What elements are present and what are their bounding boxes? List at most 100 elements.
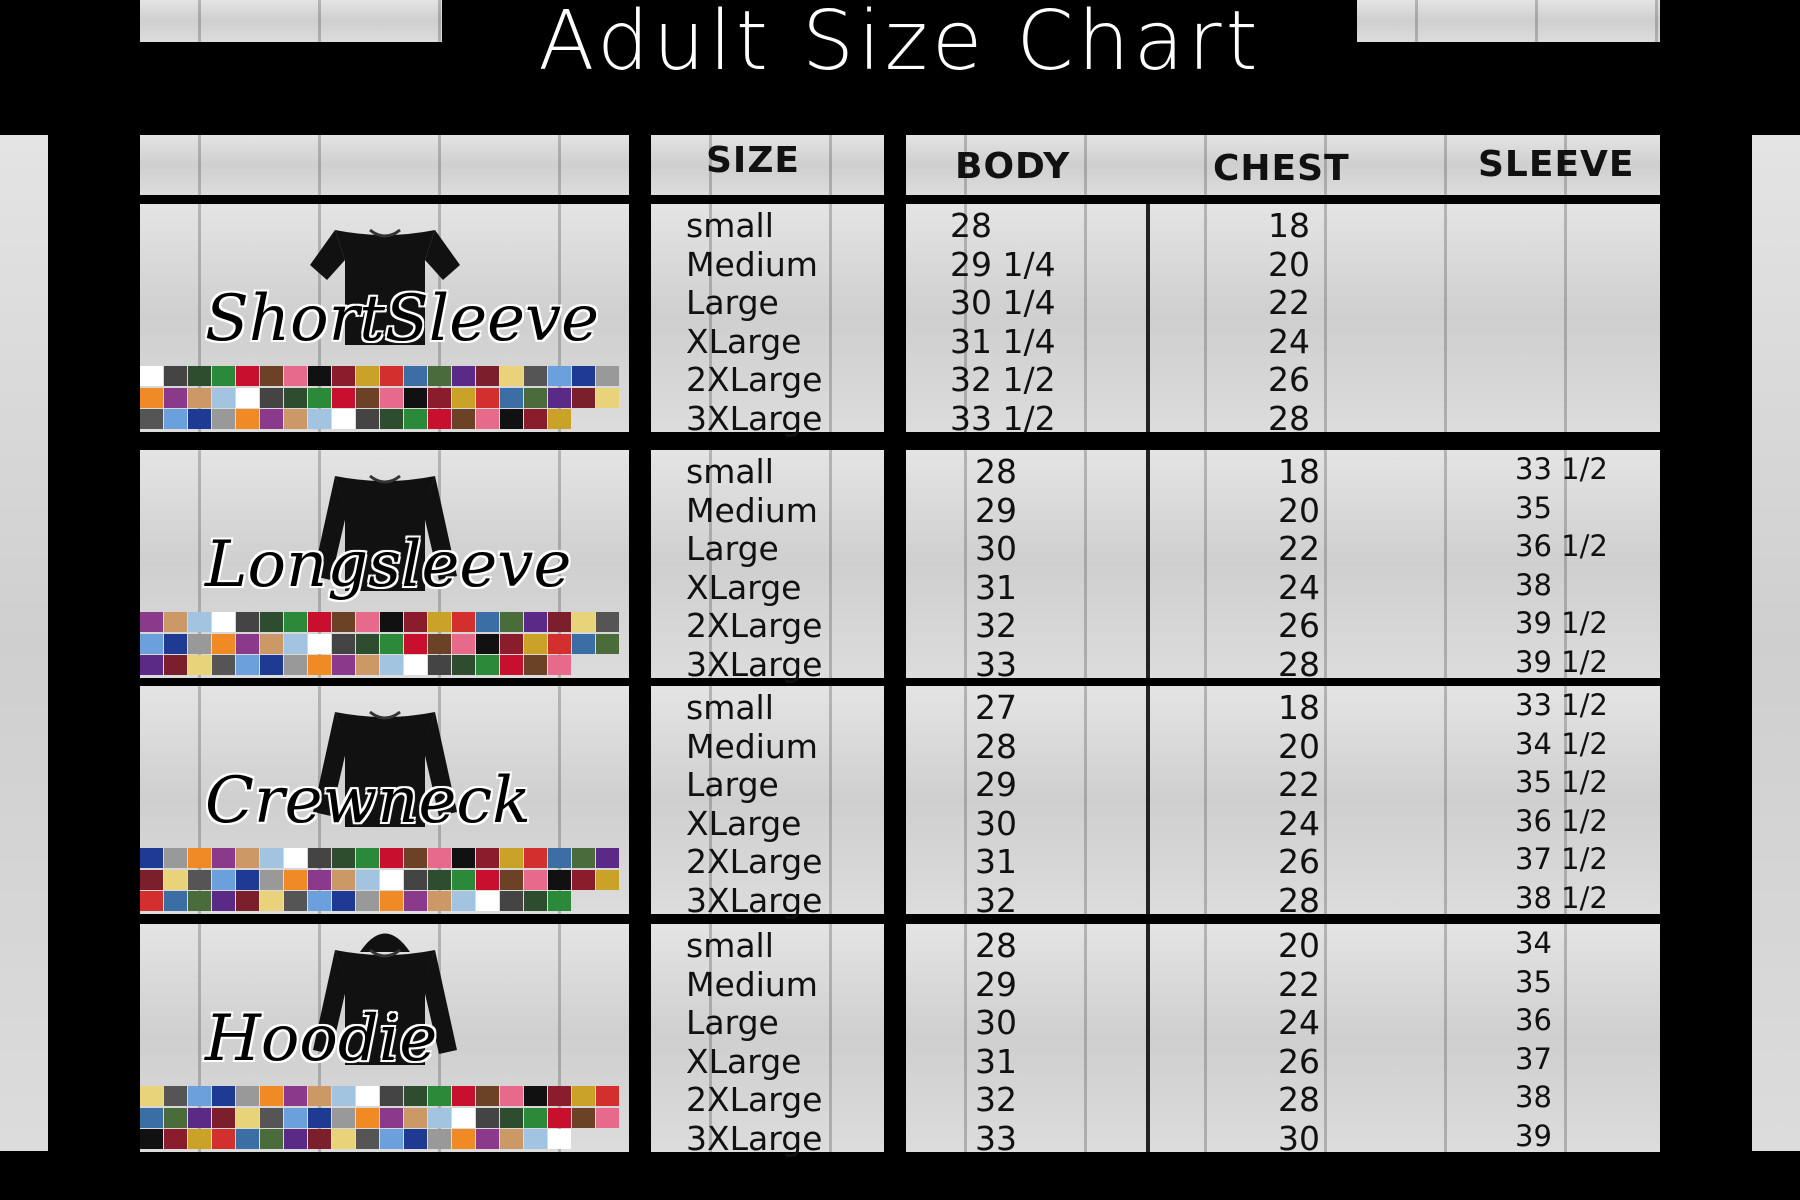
- chest-value: 18: [1278, 452, 1320, 491]
- swatch: [476, 869, 499, 890]
- chest-value: 22: [1268, 283, 1310, 322]
- swatch: [332, 1129, 355, 1150]
- body-value: 28: [950, 206, 992, 245]
- swatch: [212, 1129, 235, 1150]
- chest-value: 18: [1268, 206, 1310, 245]
- swatch: [452, 409, 475, 430]
- swatch: [452, 612, 475, 632]
- swatch: [428, 891, 451, 912]
- swatch: [404, 655, 427, 676]
- swatch: [236, 387, 259, 408]
- swatch: [212, 1086, 235, 1106]
- swatch: [188, 869, 211, 890]
- body-value: 28: [975, 926, 1017, 965]
- swatch: [476, 891, 499, 912]
- chest-value: 30: [1278, 1118, 1320, 1158]
- swatch: [596, 1086, 619, 1106]
- swatch: [428, 633, 451, 654]
- body-value: 29: [975, 490, 1017, 530]
- swatch: [356, 387, 379, 408]
- swatch: [428, 655, 451, 676]
- swatch: [212, 891, 235, 912]
- swatch: [284, 655, 307, 676]
- header-body: BODY: [955, 146, 1071, 187]
- swatch: [572, 1107, 595, 1128]
- swatch: [164, 1129, 187, 1150]
- swatch: [524, 366, 547, 386]
- sleeve-value: 36: [1515, 1003, 1552, 1037]
- swatch: [284, 366, 307, 386]
- swatch: [548, 409, 571, 430]
- swatch: [284, 1086, 307, 1106]
- swatch: [188, 409, 211, 430]
- swatch: [140, 655, 163, 676]
- size-label: small: [686, 206, 774, 245]
- color-swatches: [140, 612, 629, 676]
- size-label: small: [686, 926, 774, 965]
- swatch: [572, 1086, 595, 1106]
- swatch: [476, 1107, 499, 1128]
- swatch: [548, 655, 571, 676]
- size-label: 3XLarge: [686, 644, 823, 684]
- swatch: [500, 848, 523, 868]
- swatch: [476, 409, 499, 430]
- swatch: [380, 633, 403, 654]
- swatch: [356, 612, 379, 632]
- swatch: [524, 1086, 547, 1106]
- swatch: [476, 1129, 499, 1150]
- garment-name: Longsleeve: [205, 528, 572, 602]
- swatch: [500, 612, 523, 632]
- swatch: [380, 1086, 403, 1106]
- swatch: [236, 869, 259, 890]
- garment-shape: [313, 710, 457, 827]
- chest-value: 26: [1278, 842, 1320, 881]
- swatch: [284, 1129, 307, 1150]
- swatch: [188, 387, 211, 408]
- swatch: [380, 387, 403, 408]
- size-label: Large: [686, 765, 779, 804]
- chest-value: 26: [1268, 360, 1310, 399]
- swatch: [500, 409, 523, 430]
- swatch: [428, 1086, 451, 1106]
- swatch: [212, 387, 235, 408]
- garment-icon: [305, 692, 465, 836]
- swatch: [380, 366, 403, 386]
- sleeve-value: 38: [1515, 567, 1552, 602]
- swatch: [140, 366, 163, 386]
- swatch: [356, 869, 379, 890]
- sleeve-value: 38: [1515, 1080, 1552, 1114]
- wood-panel: [1357, 0, 1660, 42]
- header-size: SIZE: [706, 140, 801, 181]
- swatch: [452, 387, 475, 408]
- chest-value: 22: [1278, 964, 1320, 1004]
- swatch: [404, 612, 427, 632]
- column-divider: [1146, 686, 1150, 914]
- garment-shape: [313, 474, 457, 591]
- swatch: [164, 633, 187, 654]
- swatch: [524, 387, 547, 408]
- chest-value: 20: [1268, 244, 1310, 284]
- swatch: [572, 366, 595, 386]
- swatch: [212, 848, 235, 868]
- swatch: [308, 655, 331, 676]
- swatch: [524, 409, 547, 430]
- swatch: [284, 409, 307, 430]
- swatch: [548, 612, 571, 632]
- chest-value: 20: [1278, 726, 1320, 766]
- body-value: 28: [975, 726, 1017, 766]
- swatch: [548, 891, 571, 912]
- swatch: [164, 655, 187, 676]
- swatch: [212, 633, 235, 654]
- swatch: [308, 409, 331, 430]
- size-label: 3XLarge: [686, 880, 823, 920]
- swatch: [188, 891, 211, 912]
- sleeve-value: 37 1/2: [1515, 842, 1608, 876]
- swatch: [500, 655, 523, 676]
- size-label: Medium: [686, 726, 818, 766]
- swatch: [236, 655, 259, 676]
- swatch: [476, 366, 499, 386]
- swatch: [188, 655, 211, 676]
- swatch: [524, 1129, 547, 1150]
- swatch: [548, 366, 571, 386]
- swatch: [380, 848, 403, 868]
